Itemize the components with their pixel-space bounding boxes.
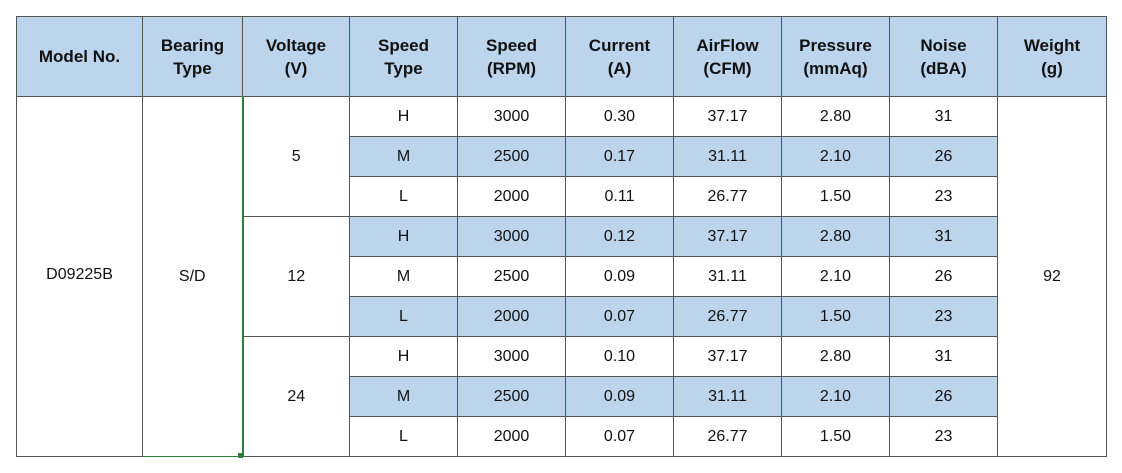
voltage-cell[interactable]: 5: [242, 96, 350, 217]
speed-type-cell[interactable]: L: [349, 176, 458, 217]
pressure-cell[interactable]: 2.10: [781, 376, 890, 417]
header-noise[interactable]: Noise (dBA): [889, 16, 998, 97]
header-speed-type[interactable]: Speed Type: [349, 16, 458, 97]
header-airflow[interactable]: AirFlow (CFM): [673, 16, 782, 97]
header-row: Model No. Bearing Type Voltage (V) Speed Ty…: [16, 16, 1107, 97]
airflow-cell[interactable]: 37.17: [673, 96, 782, 137]
airflow-cell[interactable]: 26.77: [673, 176, 782, 217]
header-model-no[interactable]: Model No.: [16, 16, 143, 97]
airflow-cell[interactable]: 26.77: [673, 296, 782, 337]
airflow-cell[interactable]: 26.77: [673, 416, 782, 457]
table-row: L 2000 0.07 26.77 1.50 23: [17, 416, 1107, 457]
noise-cell[interactable]: 31: [889, 216, 998, 257]
pressure-cell[interactable]: 2.80: [781, 96, 890, 137]
rpm-cell[interactable]: 3000: [457, 336, 566, 377]
speed-type-cell[interactable]: H: [349, 336, 458, 377]
table-row: M 2500 0.09 31.11 2.10 26: [17, 256, 1107, 297]
rpm-cell[interactable]: 3000: [457, 216, 566, 257]
speed-type-cell[interactable]: L: [349, 296, 458, 337]
current-cell[interactable]: 0.09: [565, 376, 674, 417]
header-pressure[interactable]: Pressure (mmAq): [781, 16, 890, 97]
rpm-cell[interactable]: 2000: [457, 416, 566, 457]
airflow-cell[interactable]: 31.11: [673, 256, 782, 297]
current-cell[interactable]: 0.30: [565, 96, 674, 137]
model-cell[interactable]: D09225B: [16, 96, 143, 457]
current-cell[interactable]: 0.12: [565, 216, 674, 257]
speed-type-cell[interactable]: M: [349, 136, 458, 177]
current-cell[interactable]: 0.07: [565, 296, 674, 337]
pressure-cell[interactable]: 1.50: [781, 296, 890, 337]
airflow-cell[interactable]: 31.11: [673, 376, 782, 417]
pressure-cell[interactable]: 1.50: [781, 176, 890, 217]
rpm-cell[interactable]: 2500: [457, 136, 566, 177]
pressure-cell[interactable]: 2.80: [781, 336, 890, 377]
airflow-cell[interactable]: 37.17: [673, 336, 782, 377]
noise-cell[interactable]: 23: [889, 296, 998, 337]
rpm-cell[interactable]: 2000: [457, 176, 566, 217]
table-row: 12 H 3000 0.12 37.17 2.80 31: [17, 216, 1107, 337]
current-cell[interactable]: 0.10: [565, 336, 674, 377]
table-row: D09225B S/D 5 H 3000 0.30 37.17 2.80 31 …: [16, 96, 1107, 457]
pressure-cell[interactable]: 1.50: [781, 416, 890, 457]
rpm-cell[interactable]: 3000: [457, 96, 566, 137]
noise-cell[interactable]: 23: [889, 176, 998, 217]
pressure-cell[interactable]: 2.10: [781, 256, 890, 297]
weight-cell[interactable]: 92: [997, 96, 1107, 457]
rpm-cell[interactable]: 2500: [457, 376, 566, 417]
voltage-cell[interactable]: 24: [242, 336, 350, 457]
rpm-cell[interactable]: 2000: [457, 296, 566, 337]
header-current[interactable]: Current (A): [565, 16, 674, 97]
noise-cell[interactable]: 31: [889, 96, 998, 137]
fan-spec-table: Model No. Bearing Type Voltage (V) Speed Ty…: [16, 16, 1107, 457]
pressure-cell[interactable]: 2.10: [781, 136, 890, 177]
pressure-cell[interactable]: 2.80: [781, 216, 890, 257]
noise-cell[interactable]: 23: [889, 416, 998, 457]
table-row: M 2500 0.17 31.11 2.10 26: [17, 136, 1107, 177]
airflow-cell[interactable]: 31.11: [673, 136, 782, 177]
noise-cell[interactable]: 26: [889, 376, 998, 417]
speed-type-cell[interactable]: M: [349, 376, 458, 417]
speed-type-cell[interactable]: L: [349, 416, 458, 457]
selection-fill-handle[interactable]: [238, 453, 243, 458]
current-cell[interactable]: 0.17: [565, 136, 674, 177]
current-cell[interactable]: 0.07: [565, 416, 674, 457]
bearing-type-cell[interactable]: S/D: [142, 96, 244, 457]
current-cell[interactable]: 0.11: [565, 176, 674, 217]
table-row: M 2500 0.09 31.11 2.10 26: [17, 376, 1107, 417]
header-weight[interactable]: Weight (g): [997, 16, 1107, 97]
voltage-cell[interactable]: 12: [242, 216, 350, 337]
table-row: 24 H 3000 0.10 37.17 2.80 31: [17, 336, 1107, 457]
speed-type-cell[interactable]: H: [349, 216, 458, 257]
speed-type-cell[interactable]: M: [349, 256, 458, 297]
table-row: L 2000 0.07 26.77 1.50 23: [17, 296, 1107, 337]
noise-cell[interactable]: 26: [889, 136, 998, 177]
noise-cell[interactable]: 31: [889, 336, 998, 377]
header-voltage[interactable]: Voltage (V): [242, 16, 350, 97]
airflow-cell[interactable]: 37.17: [673, 216, 782, 257]
header-bearing-type[interactable]: Bearing Type: [142, 16, 243, 97]
current-cell[interactable]: 0.09: [565, 256, 674, 297]
speed-type-cell[interactable]: H: [349, 96, 458, 137]
header-speed-rpm[interactable]: Speed (RPM): [457, 16, 566, 97]
rpm-cell[interactable]: 2500: [457, 256, 566, 297]
noise-cell[interactable]: 26: [889, 256, 998, 297]
